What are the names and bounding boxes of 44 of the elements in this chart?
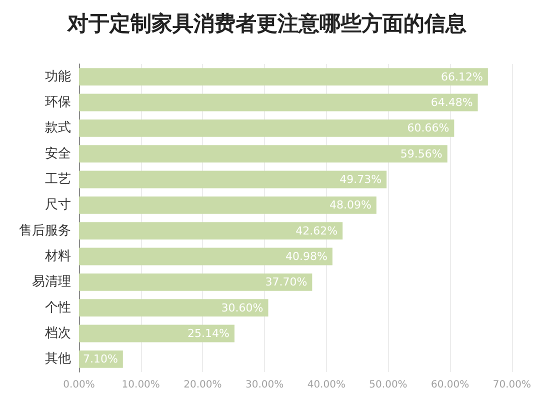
bar [79, 324, 234, 342]
data-label: 7.10% [82, 352, 118, 366]
x-tick-label: 20.00% [184, 380, 222, 390]
bar [79, 170, 387, 188]
y-tick-label: 安全 [45, 145, 71, 162]
data-label: 59.56% [400, 147, 442, 160]
y-tick-label: 其他 [45, 352, 71, 367]
y-tick-label: 款式 [45, 120, 71, 136]
x-tick-label: 10.00% [122, 380, 160, 390]
chart-title: 对于定制家具消费者更注意哪些方面的信息 [66, 12, 466, 36]
y-tick-label: 功能 [45, 69, 71, 84]
x-tick-label: 40.00% [307, 380, 346, 390]
y-tick-label: 材料 [44, 249, 71, 264]
y-tick-label: 售后服务 [19, 223, 71, 238]
bar [79, 119, 454, 137]
x-tick-label: 50.00% [369, 380, 408, 390]
data-label: 66.12% [440, 70, 483, 84]
data-label: 48.09% [329, 198, 372, 212]
bar [79, 68, 488, 86]
x-tick-label: 30.00% [245, 380, 284, 390]
y-tick-label: 环保 [45, 95, 71, 110]
y-tick-label: 档次 [44, 326, 71, 341]
y-tick-label: 个性 [45, 300, 71, 316]
bar [79, 145, 448, 163]
bar [79, 248, 332, 266]
bar [79, 196, 376, 214]
y-tick-label: 易清理 [32, 274, 71, 290]
data-label: 25.14% [188, 327, 230, 340]
data-label: 60.66% [407, 122, 450, 135]
data-label: 49.73% [340, 173, 382, 186]
x-tick-label: 60.00% [431, 380, 470, 390]
x-tick-label: 0.00% [63, 380, 95, 390]
bar [79, 273, 312, 291]
x-tick-label: 70.00% [492, 380, 532, 390]
y-tick-label: 工艺 [45, 172, 71, 187]
data-label: 42.62% [296, 224, 338, 238]
y-tick-label: 尺寸 [45, 198, 71, 213]
data-label: 37.70% [265, 276, 308, 289]
bar [79, 299, 268, 317]
data-label: 40.98% [286, 250, 328, 263]
data-label: 30.60% [221, 301, 264, 314]
bar [79, 222, 343, 240]
bar [79, 94, 478, 112]
data-label: 64.48% [430, 96, 473, 109]
